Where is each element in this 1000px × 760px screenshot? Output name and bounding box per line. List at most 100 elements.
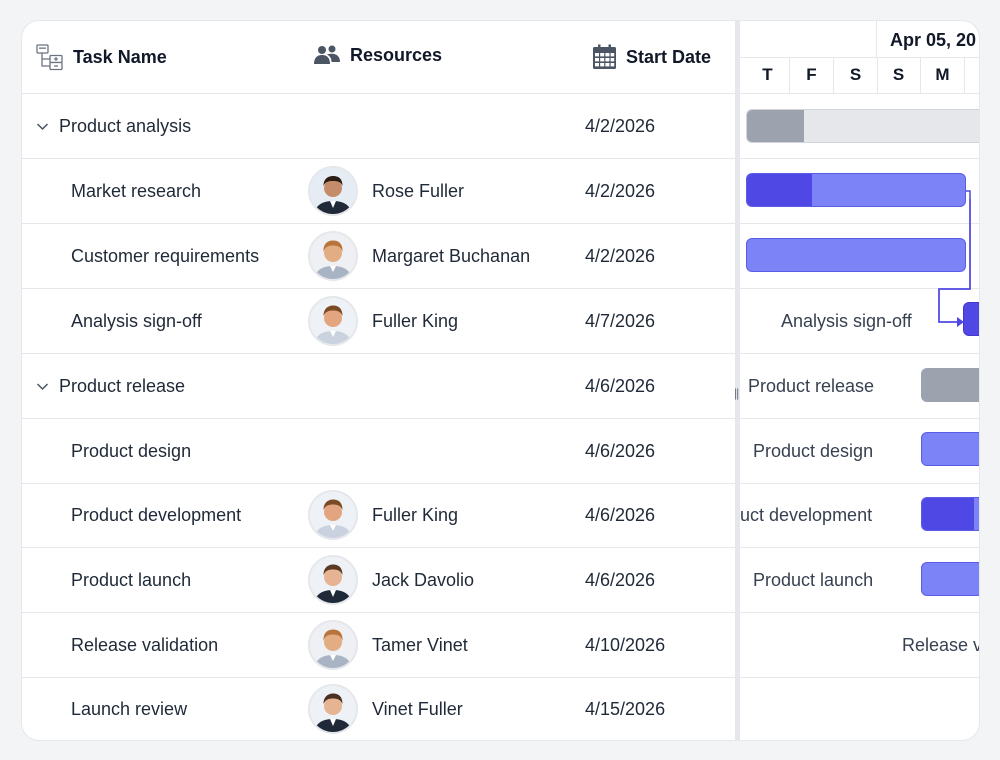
avatar <box>308 231 358 281</box>
dependency-connector <box>938 190 971 327</box>
table-row[interactable]: Product analysis 4/2/2026 <box>22 94 735 159</box>
table-row[interactable]: Market research Rose Fuller 4/2/2026 <box>22 159 735 224</box>
table-row[interactable]: Launch review Vinet Fuller 4/15/2026 <box>22 677 735 740</box>
resource-cell: Vinet Fuller <box>308 677 463 740</box>
start-date-cell: 4/7/2026 <box>585 310 656 331</box>
task-bar-product-development[interactable] <box>921 497 979 531</box>
start-date-cell: 4/6/2026 <box>585 504 656 525</box>
splitter[interactable] <box>735 21 740 740</box>
column-header-resources[interactable]: Resources <box>313 21 443 91</box>
gantt-chart: Apr 05, 20 T F S S M Analysis sign-off <box>740 21 979 740</box>
table-row[interactable]: Product launch Jack Davolio 4/6/2026 <box>22 548 735 613</box>
week-label: Apr 05, 20 <box>890 30 977 50</box>
task-name: Product development <box>71 504 242 525</box>
resources-header-label: Resources <box>350 44 443 65</box>
splitter-grip-icon[interactable]: || <box>734 386 739 400</box>
start-date-cell: 4/6/2026 <box>585 569 656 590</box>
day-label: S <box>877 57 921 93</box>
chart-row <box>740 159 979 224</box>
bar-label: Product design <box>753 441 874 461</box>
chart-row <box>740 94 979 159</box>
task-name-cell: Product release <box>36 354 185 418</box>
start-date-header-label: Start Date <box>626 46 712 67</box>
task-name-cell: Product analysis <box>36 94 191 158</box>
bar-label: Analysis sign-off <box>781 311 912 331</box>
task-bar-market-research[interactable] <box>746 173 966 207</box>
chart-row <box>740 224 979 289</box>
avatar <box>308 296 358 346</box>
table-row[interactable]: Product development Fuller King 4/6/2026 <box>22 483 735 548</box>
resource-name: Fuller King <box>372 310 459 331</box>
bar-label: uct development <box>740 505 873 525</box>
resource-cell: Margaret Buchanan <box>308 224 530 288</box>
start-date-cell: 4/6/2026 <box>585 375 656 396</box>
summary-progress <box>747 110 805 142</box>
avatar <box>308 166 358 216</box>
bar-label: Product launch <box>753 570 874 590</box>
table-row[interactable]: Analysis sign-off Fuller King 4/7/2026 <box>22 289 735 354</box>
task-bar-customer-requirements[interactable] <box>746 238 966 272</box>
resource-cell: Rose Fuller <box>308 159 464 223</box>
task-name: Analysis sign-off <box>71 310 202 331</box>
resource-name: Rose Fuller <box>372 180 465 201</box>
grid-header: Task Name Resources <box>22 21 735 94</box>
start-date-cell: 4/15/2026 <box>585 698 666 719</box>
task-name: Product analysis <box>59 115 192 136</box>
task-name: Market research <box>71 180 202 201</box>
chevron-down-icon[interactable] <box>36 120 49 133</box>
task-name: Customer requirements <box>71 245 260 266</box>
chevron-down-icon[interactable] <box>36 380 49 393</box>
day-label: S <box>834 57 878 93</box>
summary-bar-product-analysis[interactable] <box>746 109 979 143</box>
start-date-cell: 4/6/2026 <box>585 440 656 461</box>
summary-bar-product-release[interactable] <box>921 368 979 402</box>
task-bar-analysis-signoff[interactable] <box>963 302 979 336</box>
column-header-start-date[interactable]: Start Date <box>592 21 711 93</box>
day-label: T <box>746 57 790 93</box>
table-row[interactable]: Release validation Tamer Vinet 4/10/2026 <box>22 613 735 678</box>
start-date-cell: 4/2/2026 <box>585 180 656 201</box>
chart-row: uct development <box>740 483 979 548</box>
resource-name: Fuller King <box>372 504 459 525</box>
resource-cell: Tamer Vinet <box>308 613 468 677</box>
avatar <box>308 490 358 540</box>
table-row[interactable]: Product design 4/6/2026 <box>22 419 735 484</box>
timeline-bottom-tier: T F S S M <box>740 57 979 94</box>
avatar <box>308 684 358 734</box>
task-grid: Task Name Resources <box>22 21 735 740</box>
avatar <box>308 555 358 605</box>
chart-row: Analysis sign-off <box>740 289 979 354</box>
bar-label: Release v <box>902 635 979 655</box>
resource-name: Jack Davolio <box>372 569 475 590</box>
table-row[interactable]: Product release 4/6/2026 <box>22 354 735 419</box>
task-bar-product-launch[interactable] <box>921 562 979 596</box>
start-date-cell: 4/2/2026 <box>585 245 656 266</box>
table-row[interactable]: Customer requirements Margaret Buchanan … <box>22 224 735 289</box>
task-name-header-label: Task Name <box>73 46 167 67</box>
resource-name: Vinet Fuller <box>372 698 463 719</box>
chart-row: Product design <box>740 419 979 484</box>
task-progress <box>747 174 813 206</box>
task-progress <box>922 498 974 530</box>
week-separator <box>876 21 877 57</box>
start-date-cell: 4/2/2026 <box>585 115 656 136</box>
task-name: Release validation <box>71 634 219 655</box>
gantt-card: Task Name Resources <box>21 20 980 741</box>
task-name: Launch review <box>71 698 188 719</box>
timeline-top-tier: Apr 05, 20 <box>740 21 979 58</box>
users-icon <box>313 44 341 66</box>
avatar <box>308 620 358 670</box>
task-name: Product launch <box>71 569 192 590</box>
day-label: F <box>790 57 834 93</box>
calendar-icon <box>592 44 617 70</box>
bar-label: Product release <box>748 376 875 396</box>
hierarchy-icon <box>36 43 64 71</box>
task-name: Product design <box>71 440 192 461</box>
start-date-cell: 4/10/2026 <box>585 634 666 655</box>
day-label: M <box>921 57 965 93</box>
resource-cell: Fuller King <box>308 289 458 353</box>
chart-row: Release v <box>740 613 979 678</box>
column-header-task-name[interactable]: Task Name <box>36 21 167 93</box>
resource-cell: Jack Davolio <box>308 548 474 612</box>
task-bar-product-design[interactable] <box>921 432 979 466</box>
